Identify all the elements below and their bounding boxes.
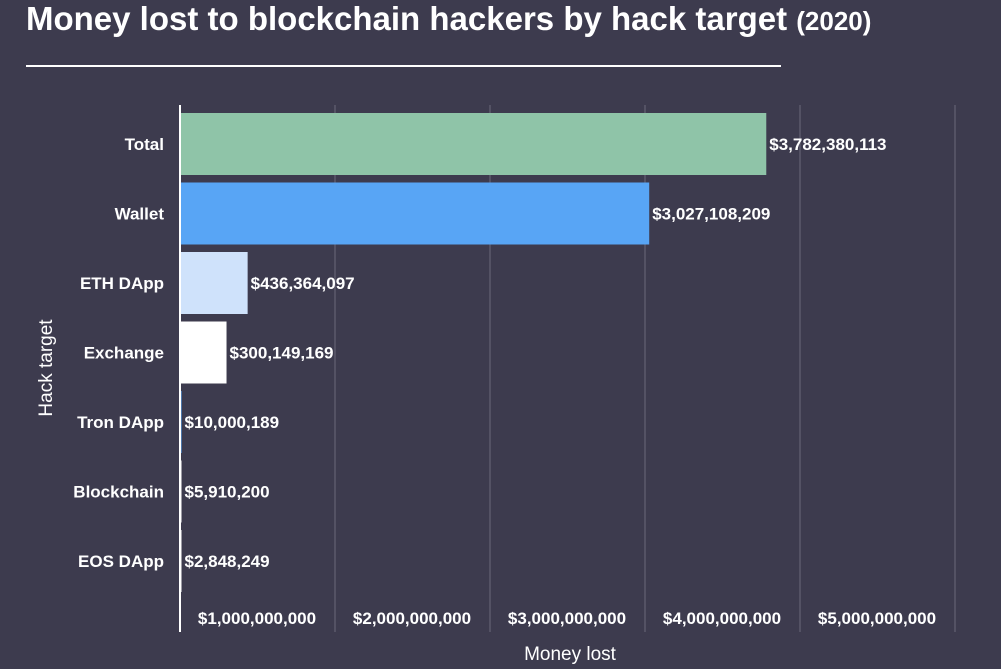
value-labels: $3,782,380,113 $3,027,108,209 $436,364,097… — [185, 135, 887, 571]
category-label: ETH DApp — [80, 274, 164, 293]
chart-title: Money lost to blockchain hackers by hack… — [26, 0, 871, 38]
category-label: Exchange — [84, 344, 164, 363]
chart-title-year: (2020) — [796, 6, 872, 36]
category-label: Blockchain — [73, 483, 164, 502]
x-tick-label: $4,000,000,000 — [663, 609, 781, 628]
chart-title-main: Money lost to blockchain hackers by hack… — [26, 0, 788, 37]
x-tick-label: $2,000,000,000 — [353, 609, 471, 628]
value-label: $3,027,108,209 — [652, 205, 770, 224]
bar-exchange[interactable] — [180, 321, 227, 384]
category-labels: Total Wallet ETH DApp Exchange Tron DApp Bloc… — [73, 135, 164, 571]
value-label: $5,910,200 — [185, 483, 270, 502]
x-axis-title: Money lost — [524, 644, 617, 665]
category-label: Tron DApp — [77, 413, 164, 432]
category-label: EOS DApp — [78, 552, 164, 571]
x-tick-label: $1,000,000,000 — [198, 609, 316, 628]
tick-labels: $1,000,000,000 $2,000,000,000 $3,000,000,0… — [198, 609, 936, 628]
bar-total[interactable] — [180, 113, 767, 175]
value-label: $436,364,097 — [251, 274, 355, 293]
bars — [180, 113, 767, 592]
value-label: $3,782,380,113 — [769, 135, 886, 154]
value-label: $300,149,169 — [230, 344, 334, 363]
y-axis-title: Hack target — [36, 319, 57, 417]
x-tick-label: $3,000,000,000 — [508, 609, 626, 628]
category-label: Total — [125, 135, 164, 154]
value-label: $10,000,189 — [185, 413, 280, 432]
x-tick-label: $5,000,000,000 — [818, 609, 936, 628]
title-underline — [26, 65, 781, 67]
bar-wallet[interactable] — [180, 182, 650, 245]
category-label: Wallet — [115, 205, 165, 224]
value-label: $2,848,249 — [185, 552, 270, 571]
bar-eth-dapp[interactable] — [180, 252, 248, 314]
